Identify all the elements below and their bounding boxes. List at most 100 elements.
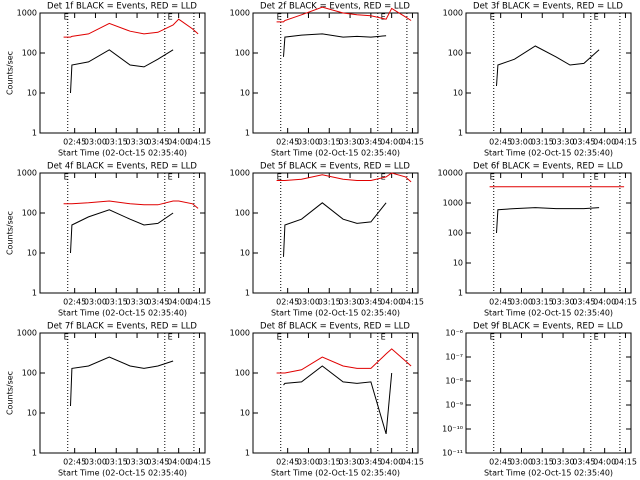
x-tick-label: 03:45 (146, 138, 169, 147)
annotation: E (594, 13, 599, 22)
x-tick-label: 03:30 (339, 298, 362, 307)
series-line (276, 6, 412, 23)
panel-title: Det 5f BLACK = Events, RED = LLD (260, 162, 410, 172)
plot-frame (39, 12, 206, 134)
panel-title: Det 4f BLACK = Events, RED = LLD (47, 162, 197, 172)
x-tick-label: 02:45 (489, 298, 512, 307)
x-axis-label: Start Time (02-Oct-15 02:35:40) (58, 309, 187, 318)
x-tick-label: 03:15 (318, 458, 341, 467)
x-axis-label: Start Time (02-Oct-15 02:35:40) (271, 149, 400, 158)
x-tick-label: 03:00 (84, 298, 107, 307)
panel: Det 1f BLACK = Events, RED = LLD Counts/s… (6, 2, 211, 158)
annotation: E (277, 13, 282, 22)
x-tick-label: 03:15 (318, 138, 341, 147)
series-line (70, 49, 174, 94)
x-tick-label: 03:45 (359, 298, 382, 307)
plot-frame (252, 172, 419, 294)
y-tick-label: 1000 (17, 9, 37, 18)
y-tick-label: 1000 (443, 9, 463, 18)
y-tick-label: 10 (27, 89, 37, 98)
panel-title: Det 8f BLACK = Events, RED = LLD (260, 322, 410, 332)
x-tick-label: 03:45 (146, 458, 169, 467)
y-tick-label: 10⁻¹¹ (442, 449, 463, 458)
y-tick-label: 10⁻⁹ (445, 401, 463, 410)
y-tick-label: 1000 (17, 329, 37, 338)
x-tick-label: 03:15 (105, 298, 128, 307)
x-tick-label: 03:30 (126, 298, 149, 307)
y-tick-label: 100 (22, 369, 37, 378)
x-tick-label: 02:45 (276, 298, 299, 307)
plot-frame (465, 172, 632, 294)
annotation: E (381, 13, 386, 22)
panel-title: Det 3f BLACK = Events, RED = LLD (473, 2, 623, 12)
annotation: E (381, 173, 386, 182)
x-tick-label: 03:45 (572, 298, 595, 307)
x-tick-label: 03:00 (297, 458, 320, 467)
x-axis-label: Start Time (02-Oct-15 02:35:40) (484, 309, 613, 318)
annotation: E (64, 13, 69, 22)
series-line (276, 172, 412, 183)
plot-frame (465, 332, 632, 454)
x-tick-label: 02:45 (489, 458, 512, 467)
x-tick-label: 03:00 (510, 138, 533, 147)
x-tick-label: 04:00 (380, 458, 403, 467)
panel: Det 7f BLACK = Events, RED = LLD Counts/s… (6, 322, 211, 478)
plot-frame (39, 332, 206, 454)
y-tick-label: 1000 (17, 169, 37, 178)
annotation: E (381, 333, 386, 342)
x-tick-label: 03:45 (359, 458, 382, 467)
x-tick-label: 04:15 (401, 458, 424, 467)
panel-title: Det 7f BLACK = Events, RED = LLD (47, 322, 197, 332)
x-tick-label: 04:00 (593, 298, 616, 307)
x-tick-label: 03:45 (146, 298, 169, 307)
x-tick-label: 03:30 (126, 138, 149, 147)
y-axis-label: Counts/sec (6, 371, 15, 415)
y-tick-label: 1 (245, 129, 250, 138)
x-tick-label: 02:45 (63, 298, 86, 307)
y-tick-label: 10⁻¹⁰ (442, 425, 463, 434)
y-tick-label: 10 (27, 409, 37, 418)
x-tick-label: 02:45 (63, 138, 86, 147)
x-axis-label: Start Time (02-Oct-15 02:35:40) (484, 469, 613, 478)
x-tick-label: 02:45 (276, 458, 299, 467)
y-tick-label: 100 (448, 49, 463, 58)
x-tick-label: 04:00 (593, 138, 616, 147)
x-tick-label: 03:15 (531, 458, 554, 467)
series-line (496, 207, 600, 234)
x-tick-label: 03:00 (84, 138, 107, 147)
series-line (283, 33, 387, 57)
x-tick-label: 03:15 (318, 298, 341, 307)
series-line (283, 365, 393, 435)
x-tick-label: 03:15 (531, 298, 554, 307)
x-axis-label: Start Time (02-Oct-15 02:35:40) (58, 149, 187, 158)
annotation: E (277, 333, 282, 342)
x-tick-label: 04:15 (401, 138, 424, 147)
annotation: E (490, 173, 495, 182)
x-axis-label: Start Time (02-Oct-15 02:35:40) (484, 149, 613, 158)
y-tick-label: 10 (240, 409, 250, 418)
y-tick-label: 100 (235, 209, 250, 218)
x-tick-label: 03:15 (531, 138, 554, 147)
panel-title: Det 1f BLACK = Events, RED = LLD (47, 2, 197, 12)
plot-frame (252, 332, 419, 454)
y-tick-label: 1000 (443, 199, 463, 208)
x-axis-label: Start Time (02-Oct-15 02:35:40) (271, 469, 400, 478)
annotation: E (594, 333, 599, 342)
x-tick-label: 03:45 (572, 138, 595, 147)
series-line (70, 356, 174, 407)
x-tick-label: 04:15 (188, 138, 211, 147)
annotation: E (168, 333, 173, 342)
x-tick-label: 03:00 (510, 458, 533, 467)
x-tick-label: 03:00 (297, 298, 320, 307)
y-tick-label: 10 (453, 89, 463, 98)
x-tick-label: 03:30 (552, 298, 575, 307)
x-tick-label: 03:30 (552, 138, 575, 147)
x-tick-label: 04:15 (614, 298, 637, 307)
plot-frame (465, 12, 632, 134)
y-tick-label: 1 (32, 289, 37, 298)
y-tick-label: 1 (458, 289, 463, 298)
y-tick-label: 10⁻⁶ (445, 329, 463, 338)
y-tick-label: 1000 (230, 9, 250, 18)
annotation: E (168, 173, 173, 182)
panel: Det 5f BLACK = Events, RED = LLD Start Ti… (230, 162, 424, 318)
